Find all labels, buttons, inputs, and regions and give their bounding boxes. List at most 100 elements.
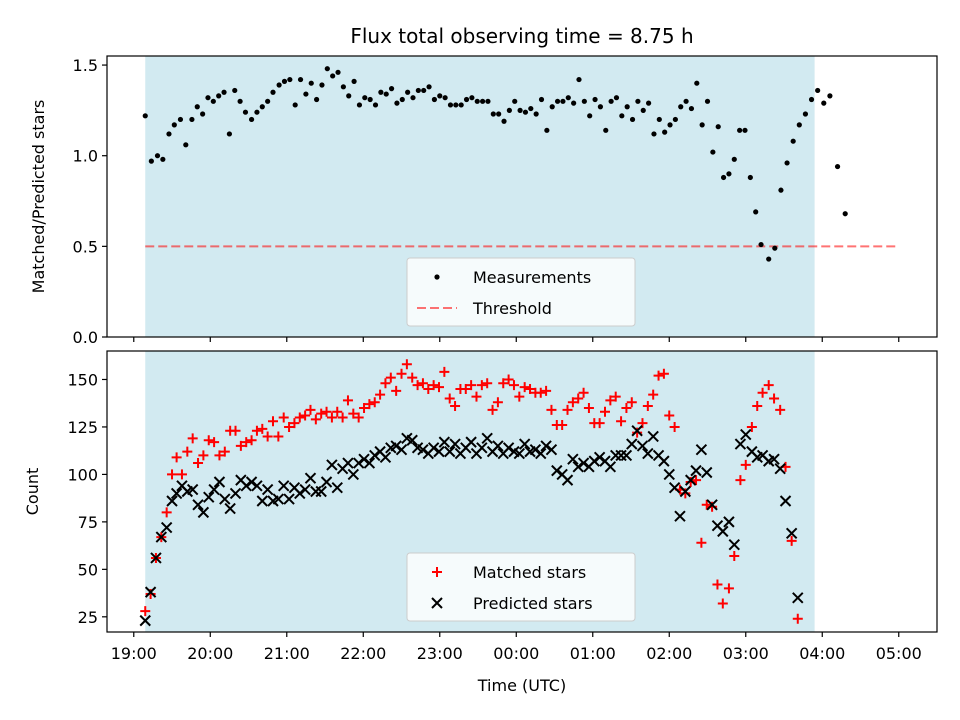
measurement-point [324, 66, 330, 72]
measurement-point [683, 98, 689, 104]
predicted-star-point [395, 444, 408, 456]
measurement-point [842, 211, 848, 217]
matched-star-point [305, 404, 316, 415]
matched-star-point [353, 412, 364, 423]
predicted-star-point [160, 521, 173, 534]
predicted-star-point [299, 483, 311, 496]
matched-star-point [492, 397, 503, 408]
measurement-point [726, 171, 732, 177]
measurement-point [226, 131, 232, 137]
predicted-star-point [492, 440, 504, 452]
measurement-point [565, 95, 571, 101]
matched-star-point [508, 380, 519, 391]
matched-star-point [439, 366, 450, 377]
matched-star-point [498, 378, 509, 389]
predicted-star-point [245, 476, 258, 488]
predicted-star-point [679, 485, 692, 498]
measurement-point [533, 111, 539, 117]
matched-star-point [573, 393, 584, 404]
measurement-point [177, 116, 184, 123]
matched-star-point [707, 501, 718, 512]
measurement-point [678, 104, 684, 110]
matched-star-point [626, 397, 637, 408]
x-tick-label: 01:00 [570, 644, 616, 663]
legend-box [406, 552, 636, 622]
predicted-star-point [278, 480, 290, 492]
matched-star-point [257, 423, 268, 434]
predicted-star-point [723, 516, 735, 528]
measurement-point [330, 73, 336, 79]
measurement-point [576, 76, 582, 83]
predicted-star-point [717, 525, 729, 538]
predicted-star-point [636, 440, 649, 452]
measurement-point [221, 89, 227, 95]
measurement-point [265, 98, 271, 104]
measurement-point [778, 187, 784, 193]
predicted-star-point [668, 481, 681, 494]
predicted-star-point [695, 444, 708, 456]
measurement-point [367, 96, 373, 103]
predicted-star-point [674, 510, 686, 522]
y-tick-label: 0.5 [73, 237, 98, 256]
matched-star-point [519, 382, 530, 393]
x-tick-label: 23:00 [417, 644, 463, 663]
measurement-point [394, 100, 400, 106]
measurement-point [694, 80, 700, 86]
matched-star-point [648, 389, 659, 400]
predicted-star-point [588, 455, 600, 467]
measurement-point [624, 104, 630, 110]
matched-star-point [294, 412, 305, 423]
predicted-star-point [502, 442, 515, 454]
y-tick-label: 50 [78, 560, 98, 579]
matched-star-point [680, 488, 691, 499]
x-tick-label: 19:00 [111, 644, 157, 663]
plot-frame [106, 55, 938, 338]
matched-star-point [600, 406, 610, 417]
predicted-star-point [774, 463, 786, 475]
matched-star-point [632, 427, 643, 438]
matched-star-point [685, 477, 696, 488]
measurement-point [405, 89, 411, 95]
measurement-point [362, 95, 368, 101]
matched-star-point [746, 421, 757, 432]
measurement-point [287, 76, 293, 83]
measurement-point [528, 105, 534, 112]
matched-star-point [757, 387, 768, 398]
x-axis-label: Time (UTC) [477, 676, 566, 695]
measurement-point [635, 98, 641, 104]
measurement-point [372, 102, 379, 108]
measurement-point [496, 111, 502, 117]
matched-star-point [214, 450, 225, 461]
measurement-point [194, 104, 200, 110]
matched-star-point [541, 385, 552, 396]
matched-star-point [369, 397, 380, 408]
matched-star-point [140, 606, 151, 617]
matched-star-point [193, 458, 204, 469]
matched-star-point [316, 408, 327, 419]
predicted-star-point [433, 445, 445, 458]
measurement-point [784, 160, 790, 166]
predicted-star-point [342, 457, 354, 469]
predicted-star-point [779, 495, 792, 507]
measurement-point [421, 87, 427, 94]
predicted-star-point [192, 499, 204, 511]
measurement-point [281, 78, 288, 84]
matched-star-point [471, 391, 482, 402]
measurement-point [506, 107, 512, 113]
measurement-point [297, 76, 304, 83]
matched-star-point [145, 589, 156, 600]
measurement-point [254, 109, 260, 115]
predicted-star-point [535, 447, 547, 460]
measurement-point [259, 104, 265, 110]
measurement-point [319, 82, 325, 88]
matched-star-point [769, 393, 780, 404]
matched-star-point [268, 416, 278, 427]
measurement-point [522, 109, 529, 115]
measurement-point [356, 102, 363, 108]
measurement-point [501, 118, 507, 124]
measurement-point [415, 87, 421, 94]
predicted-star-point [476, 442, 488, 454]
predicted-star-point [170, 487, 183, 500]
measurement-point [731, 156, 737, 162]
